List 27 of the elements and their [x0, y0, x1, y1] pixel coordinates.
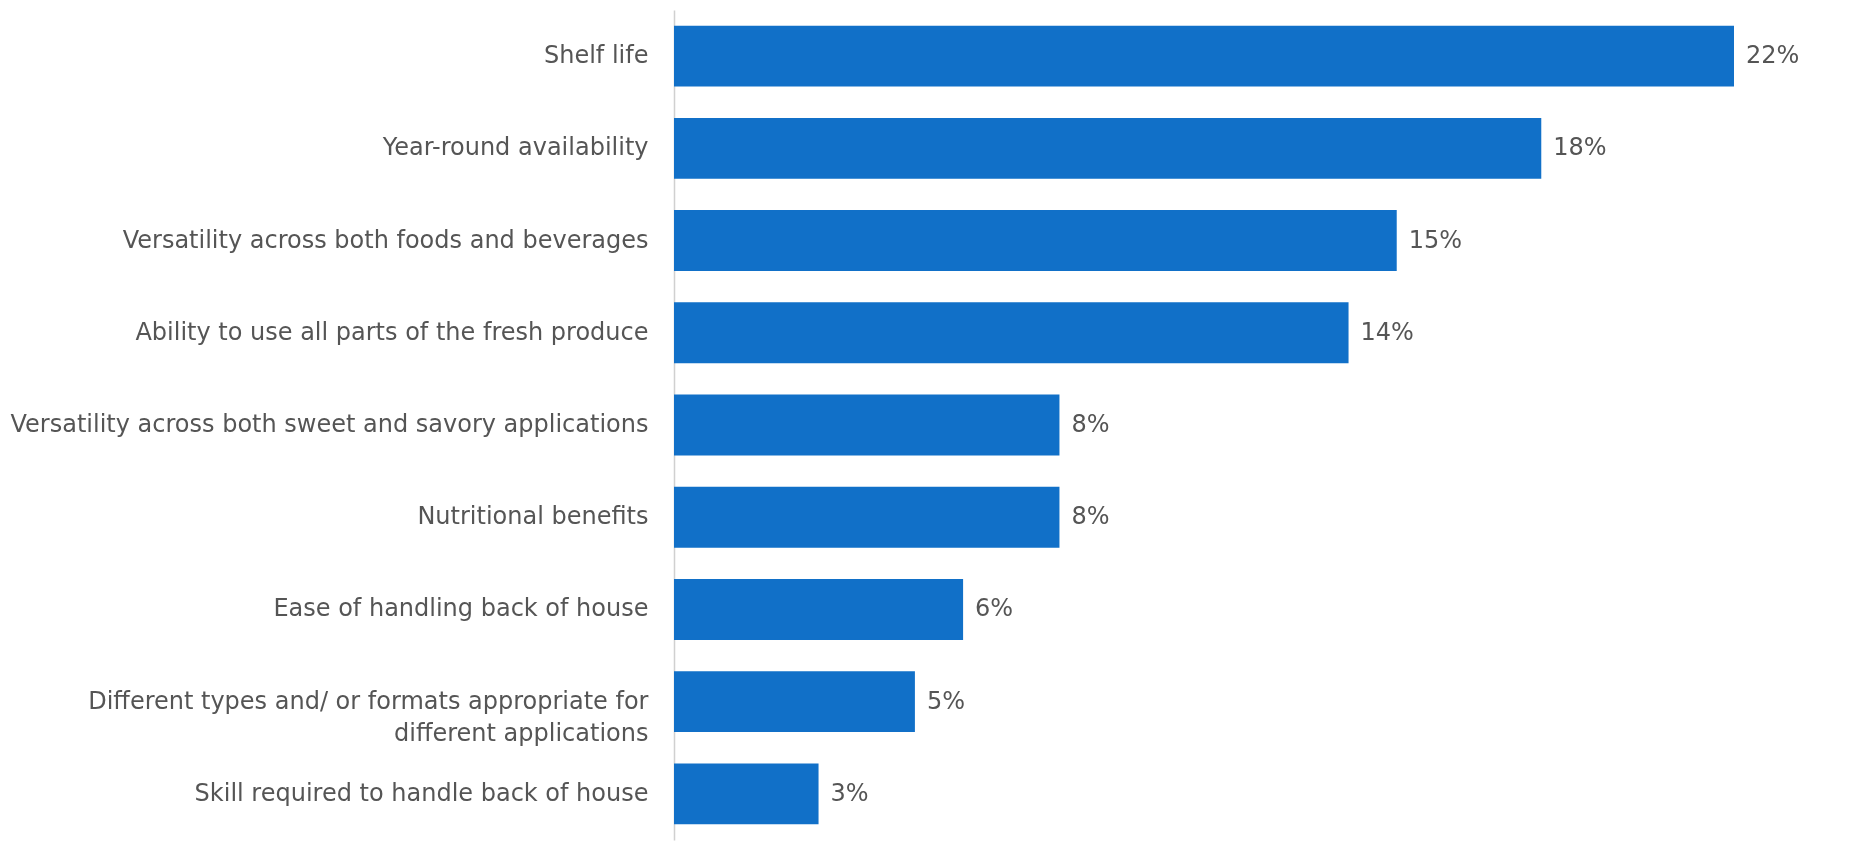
data-label: 18%: [1553, 133, 1607, 162]
y-tick-label: Shelf life: [543, 41, 649, 70]
data-label: 22%: [1746, 41, 1800, 70]
data-label: 8%: [1071, 502, 1110, 531]
bar: [674, 302, 1349, 364]
bar: [674, 763, 819, 825]
y-tick-label: Ability to use all parts of the fresh produce: [135, 317, 649, 346]
data-label: 6%: [975, 594, 1014, 623]
bar: [674, 117, 1542, 179]
y-tick-label: Versatility across both foods and beverages: [122, 225, 649, 254]
data-label: 15%: [1408, 225, 1463, 254]
y-tick-label: Versatility across both sweet and savory applications: [10, 410, 649, 438]
data-label: 8%: [1071, 410, 1110, 438]
data-label: 3%: [830, 778, 869, 807]
bar: [674, 579, 964, 640]
data-label: 5%: [926, 686, 965, 715]
y-tick-label: Ease of handling back of house: [273, 594, 649, 623]
bar: [674, 486, 1060, 548]
bar: [674, 671, 915, 733]
bar: [674, 25, 1734, 87]
y-tick-label: Nutritional benefits: [417, 502, 649, 531]
y-tick-label: Skill required to handle back of house: [194, 778, 649, 807]
bar: [674, 394, 1060, 456]
y-tick-label: Year-round availability: [381, 133, 649, 162]
bar: [674, 210, 1397, 271]
data-label: 14%: [1360, 317, 1414, 346]
y-tick-label: Different types and/ or formats appropriate for different applications: [88, 686, 649, 747]
